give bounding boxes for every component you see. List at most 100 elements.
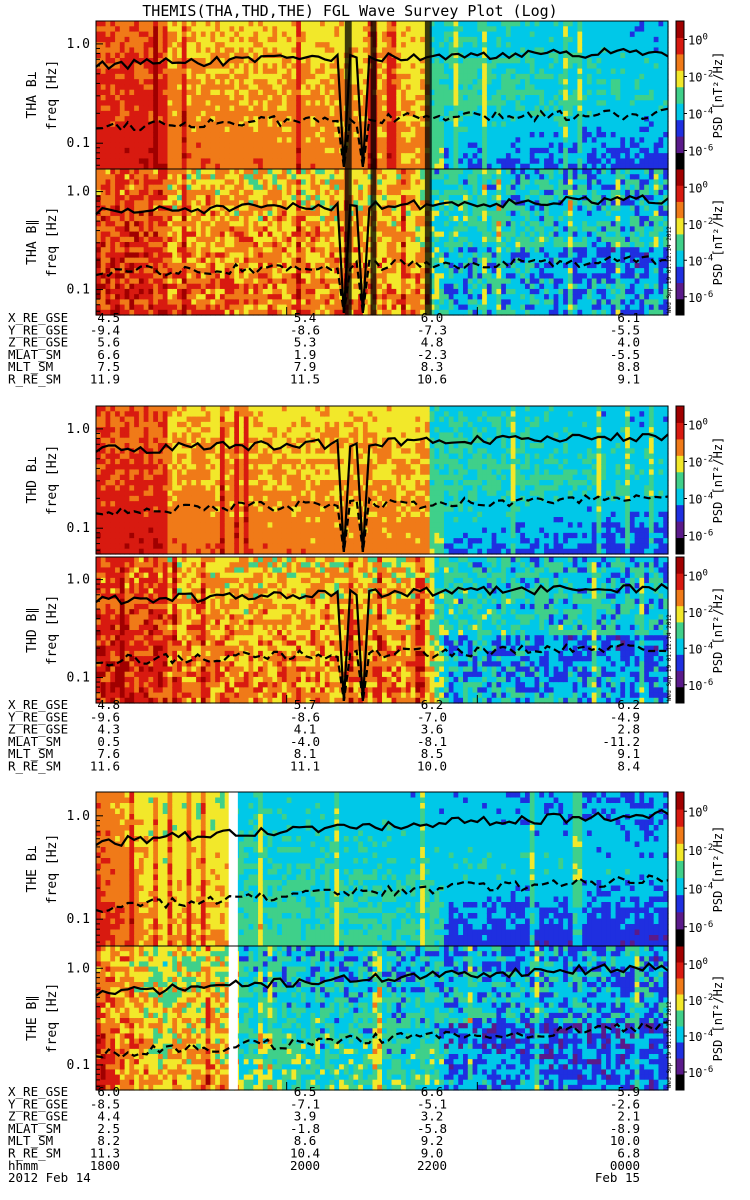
ephemeris-value: 10.0 — [610, 1133, 640, 1148]
plot-timestamp: Wed Sep 19 01:12:14 2012 — [666, 614, 673, 701]
ephemeris-value: 0.5 — [97, 734, 120, 749]
ephemeris-value: 4.1 — [294, 722, 317, 737]
colorbar: 100 10-2 10-4 10-6 PSD [nT²/Hz] — [675, 168, 725, 316]
time-tick-label: 2200 — [417, 1158, 447, 1173]
ephemeris-value: 4.3 — [97, 722, 120, 737]
ephemeris-value: -8.1 — [417, 734, 447, 749]
colorbar-label: PSD [nT²/Hz] — [711, 52, 725, 139]
ephemeris-value: 8.3 — [421, 359, 444, 374]
colorbar-label: PSD [nT²/Hz] — [711, 587, 725, 674]
y-tick-label: 0.1 — [67, 1058, 90, 1073]
freq-axis-label: freq [Hz] — [45, 60, 60, 130]
ephemeris-value: -9.6 — [90, 709, 120, 724]
colorbar-tick-label: 10-4 — [688, 881, 713, 896]
panel-frame — [95, 405, 669, 555]
ephemeris-value: 7.5 — [97, 359, 120, 374]
ephemeris-label: MLT_SM — [8, 746, 53, 761]
colorbar-tick-label: 10-4 — [688, 253, 713, 268]
ephemeris-label: X_RE_GSE — [8, 697, 68, 712]
ephemeris-value: 11.5 — [290, 372, 320, 387]
ephemeris-value: 11.3 — [90, 1146, 120, 1161]
ephemeris-value: 9.1 — [617, 372, 640, 387]
ephemeris-value: 6.8 — [617, 1146, 640, 1161]
ephemeris-label: X_RE_GSE — [8, 310, 68, 325]
ephemeris-value: -8.5 — [90, 1096, 120, 1111]
y-tick-label: 1.0 — [67, 422, 90, 437]
colorbar-tick-label: 10-4 — [688, 107, 713, 122]
y-tick-label: 1.0 — [67, 37, 90, 52]
ephemeris-label: R_RE_SM — [8, 759, 61, 774]
colorbar: 100 10-2 10-4 10-6 PSD [nT²/Hz] — [675, 405, 725, 555]
spectrogram-panel-tha-par: 0.1 1.0 THA B∥ freq [Hz] 100 10-2 10-4 10-6 PSD … — [25, 168, 725, 316]
ephemeris-value: 6.2 — [617, 697, 640, 712]
start-date-label: 2012 Feb 14 — [8, 1170, 91, 1185]
ephemeris-value: 3.9 — [294, 1109, 317, 1124]
ephemeris-value: 6.5 — [294, 1084, 317, 1099]
colorbar-tick-label: 10-6 — [688, 290, 713, 305]
ephemeris-label: MLAT_SM — [8, 734, 61, 749]
ephemeris-value: 8.5 — [421, 746, 444, 761]
ephemeris-value: 10.4 — [290, 1146, 320, 1161]
ephemeris-value: 7.9 — [294, 359, 317, 374]
freq-axis-label: freq [Hz] — [45, 595, 60, 665]
spectrogram-panel-the-par: 0.1 1.0 THE B∥ freq [Hz] 100 10-2 10-4 10-6 PSD … — [25, 945, 725, 1091]
freq-axis-label: freq [Hz] — [45, 834, 60, 904]
ephemeris-label: R_RE_SM — [8, 372, 61, 387]
y-tick-label: 1.0 — [67, 961, 90, 976]
ephemeris-label: MLT_SM — [8, 1133, 53, 1148]
colorbar-tick-label: 10-6 — [688, 1065, 713, 1080]
ephemeris-value: -7.1 — [290, 1096, 320, 1111]
colorbar-tick-label: 10-6 — [688, 678, 713, 693]
ephemeris-value: 2.1 — [617, 1109, 640, 1124]
ephemeris-value: -7.0 — [417, 709, 447, 724]
y-tick-label: 1.0 — [67, 185, 90, 200]
end-date-label: Feb 15 — [595, 1170, 640, 1185]
colorbar: 100 10-2 10-4 10-6 PSD [nT²/Hz] — [675, 20, 725, 170]
ephemeris-table-tha: X_RE_GSEY_RE_GSEZ_RE_GSEMLAT_SMMLT_SMR_R… — [8, 310, 640, 387]
ephemeris-value: 9.0 — [421, 1146, 444, 1161]
ephemeris-value: -1.8 — [290, 1121, 320, 1136]
spectrogram-panel-tha-perp: 0.1 1.0 THA B⊥ freq [Hz] 100 10-2 10-4 10-6 PSD … — [25, 20, 725, 170]
ephemeris-value: 10.0 — [417, 759, 447, 774]
ephemeris-value: 8.1 — [294, 746, 317, 761]
panel-frame — [95, 945, 669, 1091]
ephemeris-label: MLAT_SM — [8, 347, 61, 362]
colorbar-tick-label: 100 — [688, 804, 708, 819]
plot-timestamp: Wed Sep 19 01:12:15 2012 — [666, 1001, 673, 1088]
ephemeris-value: -8.6 — [290, 709, 320, 724]
ephemeris-value: 6.6 — [97, 347, 120, 362]
ephemeris-value: 5.9 — [617, 1084, 640, 1099]
colorbar-label: PSD [nT²/Hz] — [711, 975, 725, 1062]
ephemeris-value: 4.8 — [97, 697, 120, 712]
ephemeris-value: -7.3 — [417, 322, 447, 337]
ephemeris-value: 4.0 — [617, 335, 640, 350]
y-tick-label: 0.1 — [67, 136, 90, 151]
colorbar-tick-label: 10-6 — [688, 529, 713, 544]
y-tick-label: 0.1 — [67, 671, 90, 686]
ephemeris-value: -2.6 — [610, 1096, 640, 1111]
ephemeris-label: Z_RE_GSE — [8, 1109, 68, 1124]
y-tick-label: 0.1 — [67, 521, 90, 536]
ephemeris-value: 4.8 — [421, 335, 444, 350]
spectrogram-panel-the-perp: 0.1 1.0 THE B⊥ freq [Hz] 100 10-2 10-4 10-6 PSD … — [25, 791, 725, 947]
colorbar-tick-label: 10-6 — [688, 920, 713, 935]
ephemeris-value: 1.9 — [294, 347, 317, 362]
ephemeris-value: 11.6 — [90, 759, 120, 774]
figure-title: THEMIS(THA,THD,THE) FGL Wave Survey Plot… — [142, 2, 557, 20]
ephemeris-value: -11.2 — [602, 734, 640, 749]
ephemeris-value: 2.5 — [97, 1121, 120, 1136]
colorbar-tick-label: 100 — [688, 33, 708, 48]
ephemeris-value: 8.8 — [617, 359, 640, 374]
ephemeris-value: -2.3 — [417, 347, 447, 362]
ephemeris-value: 11.1 — [290, 759, 320, 774]
ephemeris-value: 8.2 — [97, 1133, 120, 1148]
colorbar-tick-label: 10-4 — [688, 1029, 713, 1044]
time-tick-label: 1800 — [90, 1158, 120, 1173]
ephemeris-value: 6.0 — [421, 310, 444, 325]
panel-name-label: THA B∥ — [25, 219, 40, 265]
y-tick-label: 0.1 — [67, 283, 90, 298]
ephemeris-value: 2.8 — [617, 722, 640, 737]
ephemeris-value: 6.6 — [421, 1084, 444, 1099]
freq-axis-label: freq [Hz] — [45, 983, 60, 1053]
